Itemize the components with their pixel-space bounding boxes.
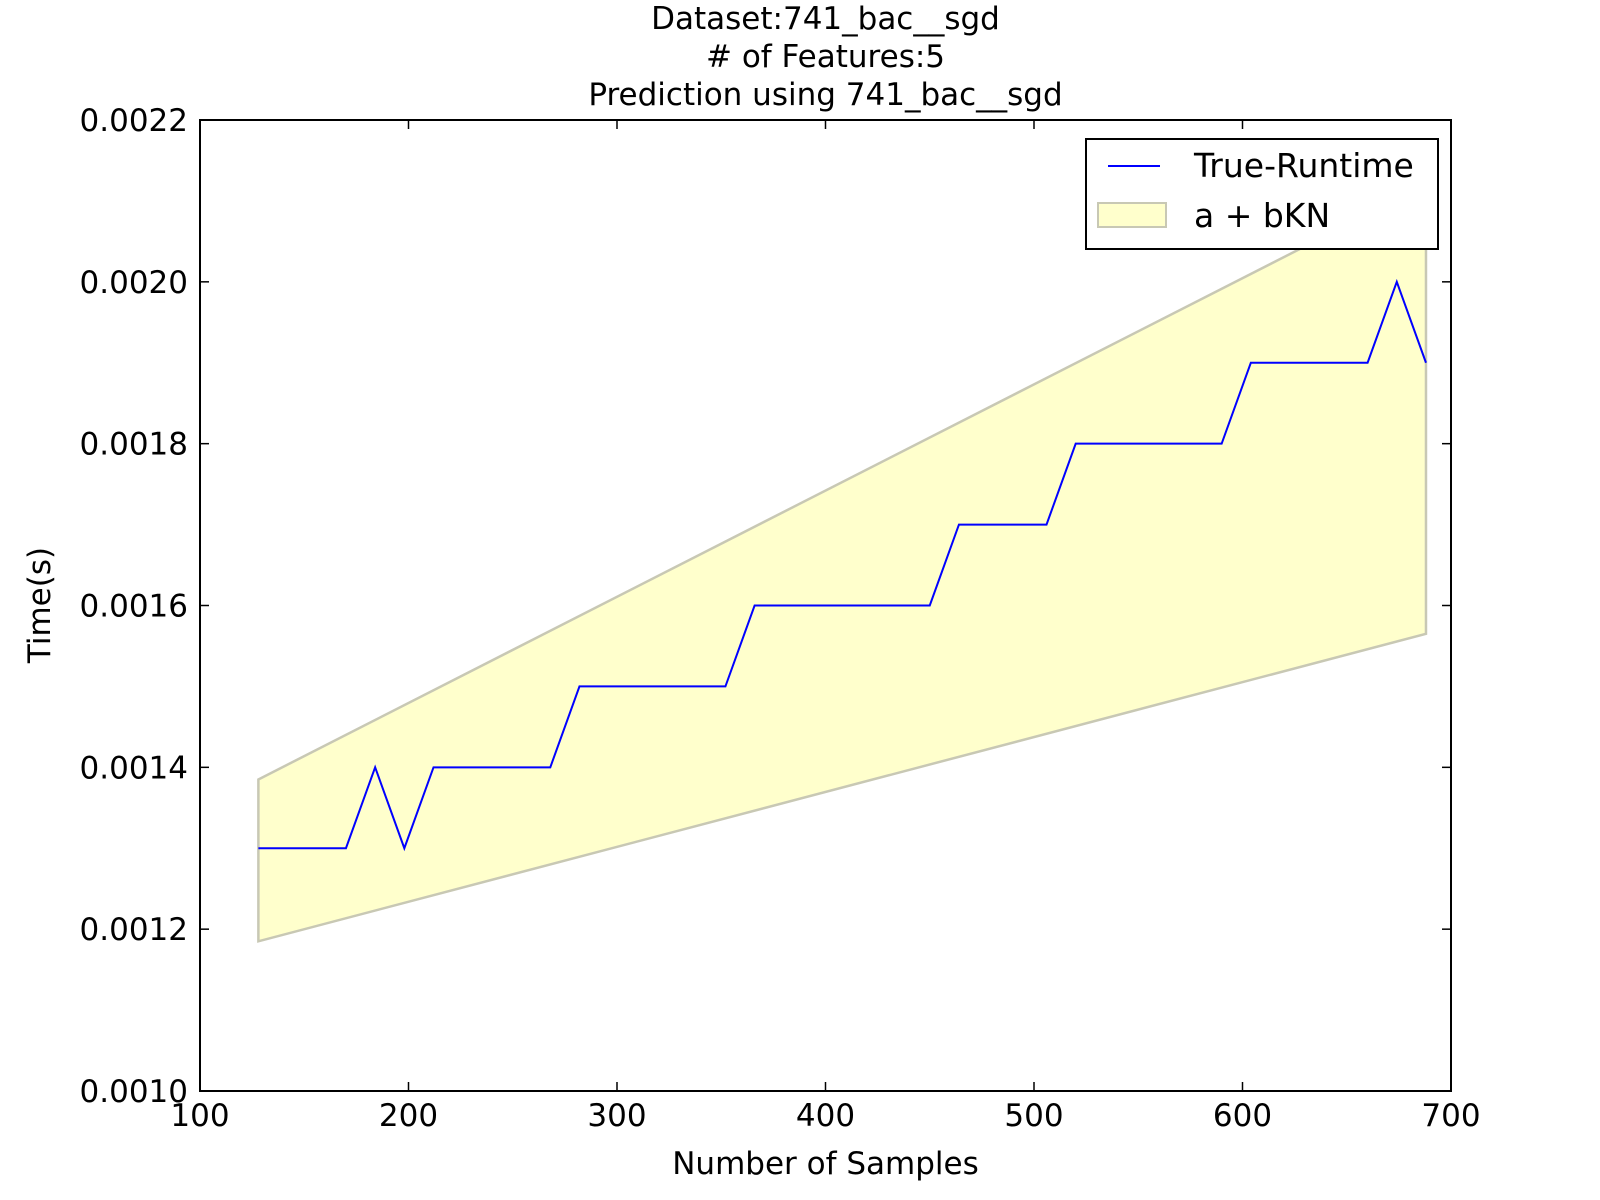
x-axis-label: Number of Samples [672, 1146, 979, 1182]
y-tick-label: 0.0016 [80, 589, 188, 625]
x-axis: 100 200 300 400 500 600 700 [170, 120, 1481, 1134]
legend-frame [1085, 138, 1439, 250]
x-tick-label: 200 [379, 1098, 438, 1134]
series-group [257, 182, 1428, 943]
legend-label-band: a + bKN [1194, 196, 1330, 235]
title-line-0: Dataset:741_bac__sgd [651, 1, 1000, 37]
x-tick-label: 600 [1213, 1098, 1272, 1134]
y-axis-label: Time(s) [22, 547, 58, 664]
chart-title: Dataset:741_bac__sgd# of Features:5Predi… [588, 1, 1062, 113]
legend-swatch-band [1097, 202, 1167, 228]
x-tick-label: 400 [796, 1098, 855, 1134]
band-a-bkn [257, 182, 1428, 943]
y-tick-label: 0.0014 [80, 750, 188, 786]
y-axis: 0.0010 0.0012 0.0014 0.0016 0.0018 0.0020 0.00… [80, 103, 1451, 1110]
y-tick-label: 0.0022 [80, 103, 188, 139]
x-tick-label: 300 [587, 1098, 646, 1134]
title-line-2: Prediction using 741_bac__sgd [588, 77, 1062, 113]
line-true-runtime [258, 278, 1427, 852]
x-tick-label: 100 [170, 1098, 229, 1134]
legend-label-true-runtime: True-Runtime [1193, 146, 1414, 185]
y-tick-label: 0.0020 [80, 265, 188, 301]
y-tick-label: 0.0010 [80, 1074, 188, 1110]
x-tick-label: 700 [1421, 1098, 1480, 1134]
y-tick-label: 0.0018 [80, 427, 188, 463]
y-tick-label: 0.0012 [80, 912, 188, 948]
title-line-1: # of Features:5 [706, 39, 945, 75]
legend: True-Runtime a + bKN [1085, 138, 1439, 250]
x-tick-label: 500 [1004, 1098, 1063, 1134]
